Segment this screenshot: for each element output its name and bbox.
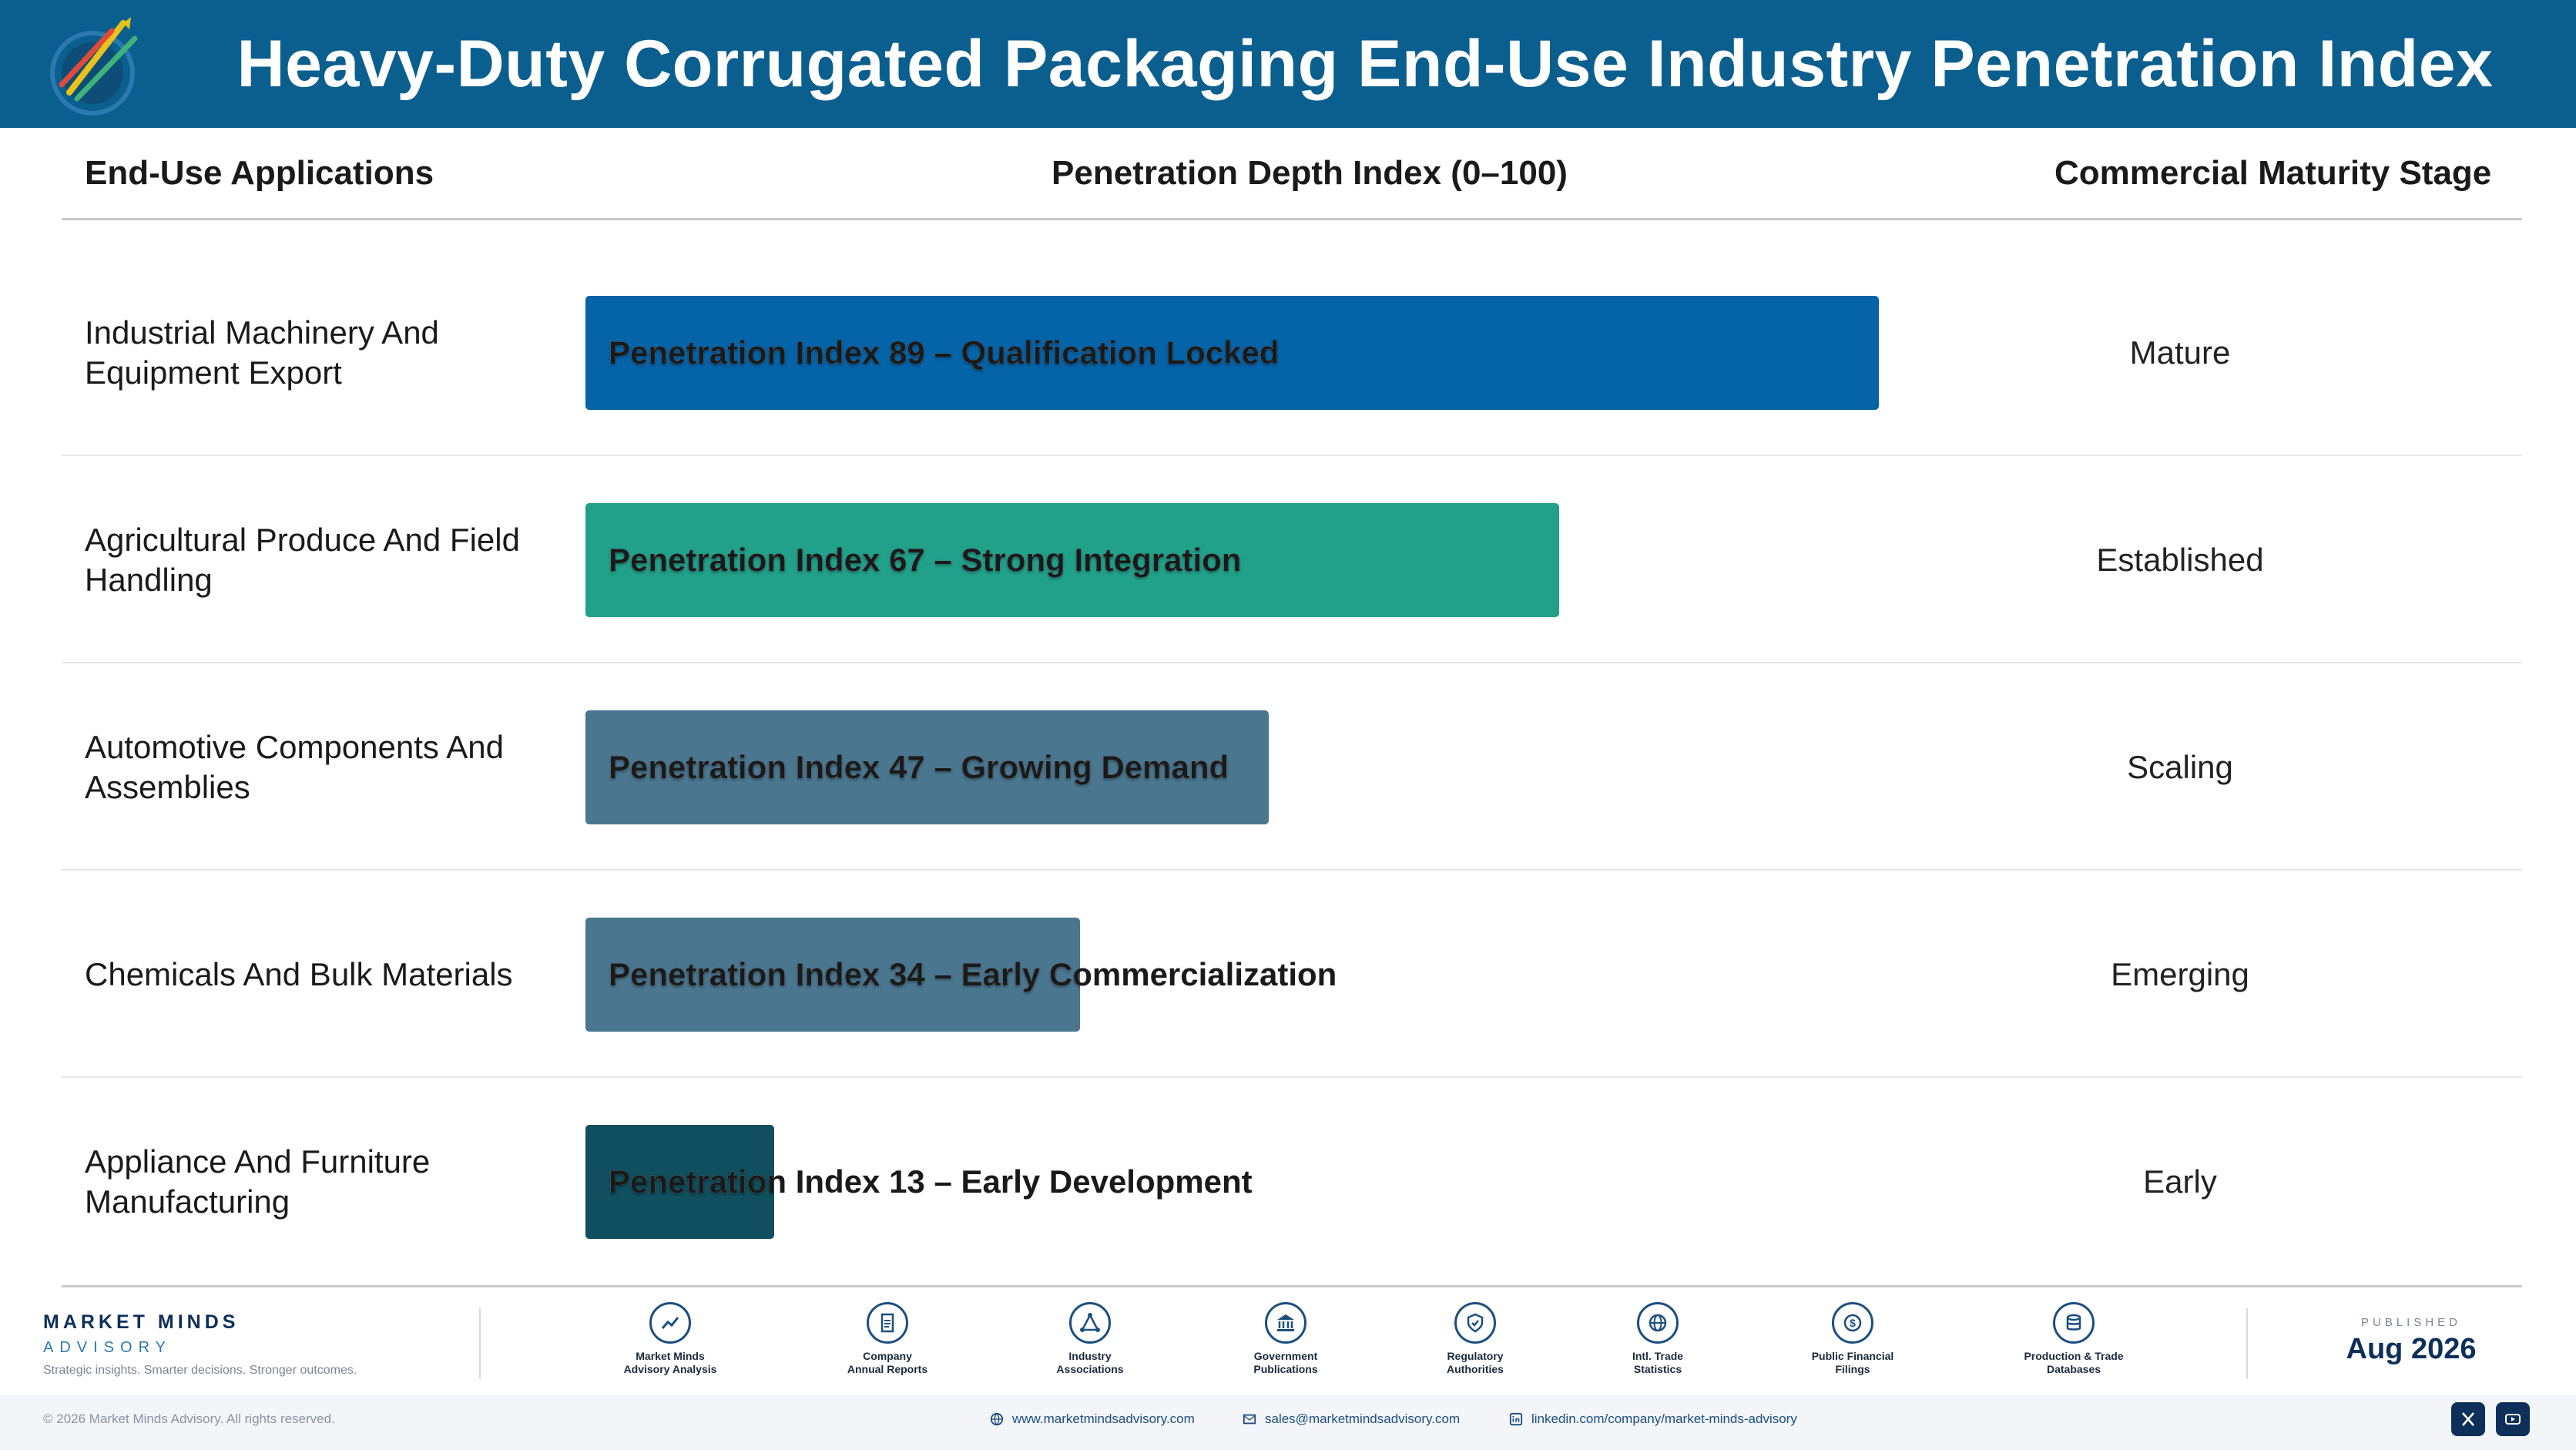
row-divider	[62, 455, 2522, 456]
source-item: Industry Associations	[1013, 1302, 1167, 1376]
globe-icon	[1637, 1302, 1679, 1344]
bar-label-overlay: Penetration Index 47 – Growing Demand	[585, 710, 1269, 824]
bar-label: Penetration Index 89 – Qualification Loc…	[609, 334, 1280, 371]
source-item: Regulatory Authorities	[1398, 1302, 1552, 1376]
chart-row: Chemicals And Bulk Materials Penetration…	[62, 871, 2522, 1078]
source-item: Intl. Trade Statistics	[1581, 1302, 1735, 1376]
stage-label: Early	[2143, 1163, 2217, 1200]
bar: Penetration Index 67 – Strong Integratio…	[585, 502, 1559, 617]
network-icon	[1069, 1302, 1111, 1344]
stage-label: Mature	[2129, 334, 2231, 371]
bar: Penetration Index 13 – Early Development	[585, 1124, 774, 1239]
linkedin-icon	[1508, 1411, 1524, 1427]
mail-icon	[1242, 1411, 1257, 1427]
footer-divider	[479, 1308, 481, 1379]
email-text: sales@marketmindsadvisory.com	[1265, 1411, 1461, 1426]
column-header-applications: End-Use Applications	[85, 154, 434, 192]
column-header-index: Penetration Depth Index (0–100)	[1052, 154, 1568, 192]
bar-label-overlay: Penetration Index 89 – Qualification Loc…	[585, 296, 1879, 410]
bar: Penetration Index 34 – Early Commerciali…	[585, 917, 1080, 1032]
bar-label-overlay: Penetration Index 13 – Early Development	[585, 1125, 774, 1239]
header-banner: Heavy-Duty Corrugated Packaging End-Use …	[0, 0, 2576, 128]
category-label: Appliance And Furniture Manufacturing	[85, 1143, 431, 1220]
row-divider	[62, 662, 2522, 663]
source-item: Government Publications	[1209, 1302, 1363, 1376]
chart-row: Automotive Components And Assemblies Pen…	[62, 663, 2522, 871]
chart-row: Appliance And Furniture Manufacturing Pe…	[62, 1078, 2522, 1285]
brand-subtitle: ADVISORY	[43, 1339, 172, 1356]
government-building-icon	[1265, 1302, 1306, 1344]
dollar-icon: $	[1832, 1302, 1873, 1344]
source-item: $ Public Financial Filings	[1776, 1302, 1930, 1376]
source-item: Market Minds Advisory Analysis	[593, 1302, 747, 1376]
bar-label-overlay-text: Penetration Index 13 – Early Development	[609, 1163, 774, 1200]
stage-label: Emerging	[2111, 955, 2249, 992]
source-label: Regulatory Authorities	[1447, 1350, 1504, 1375]
copyright-text: © 2026 Market Minds Advisory. All rights…	[43, 1411, 335, 1426]
category-label: Automotive Components And Assemblies	[85, 728, 504, 805]
source-label: Industry Associations	[1056, 1350, 1124, 1375]
bar-label-overlay-text: Penetration Index 47 – Growing Demand	[609, 748, 1229, 785]
footer: MARKET MINDS ADVISORY Strategic insights…	[0, 1294, 2576, 1450]
website-link[interactable]: www.marketmindsadvisory.com	[989, 1411, 1195, 1427]
stage-label: Established	[2096, 541, 2264, 578]
linkedin-link[interactable]: linkedin.com/company/market-minds-adviso…	[1508, 1411, 1797, 1427]
column-header-stage: Commercial Maturity Stage	[2054, 154, 2492, 192]
x-social-button[interactable]	[2451, 1402, 2485, 1436]
bar-label-overlay-text: Penetration Index 34 – Early Commerciali…	[609, 955, 1080, 992]
bar: Penetration Index 89 – Qualification Loc…	[585, 295, 1879, 410]
document-icon	[867, 1302, 908, 1344]
bar-label: Penetration Index 34 – Early Commerciali…	[609, 955, 1337, 992]
bar-label: Penetration Index 47 – Growing Demand	[609, 748, 1229, 785]
database-icon	[2053, 1302, 2095, 1344]
published-date: Aug 2026	[2346, 1333, 2477, 1365]
row-divider	[62, 1076, 2522, 1078]
bar-label-overlay-text: Penetration Index 67 – Strong Integratio…	[609, 541, 1242, 578]
brand-name: MARKET MINDS	[43, 1311, 240, 1333]
logo-icon	[50, 17, 138, 116]
svg-text:$: $	[1850, 1317, 1856, 1329]
shield-icon	[1454, 1302, 1496, 1344]
source-label: Intl. Trade Statistics	[1632, 1350, 1684, 1375]
website-text: www.marketmindsadvisory.com	[1012, 1411, 1195, 1426]
brand-tagline: Strategic insights. Smarter decisions. S…	[43, 1364, 357, 1377]
bar-label-overlay: Penetration Index 67 – Strong Integratio…	[585, 503, 1559, 617]
category-label: Chemicals And Bulk Materials	[85, 955, 513, 992]
category-label: Agricultural Produce And Field Handling	[85, 521, 520, 598]
source-label: Production & Trade Databases	[2024, 1350, 2124, 1375]
source-label: Market Minds Advisory Analysis	[623, 1350, 717, 1375]
footer-divider	[2246, 1308, 2248, 1379]
source-label: Company Annual Reports	[847, 1350, 928, 1375]
source-label: Public Financial Filings	[1811, 1350, 1894, 1375]
category-label: Industrial Machinery And Equipment Expor…	[85, 314, 439, 391]
linkedin-text: linkedin.com/company/market-minds-adviso…	[1531, 1411, 1797, 1426]
email-link[interactable]: sales@marketmindsadvisory.com	[1242, 1411, 1460, 1427]
stage-label: Scaling	[2127, 748, 2233, 785]
youtube-icon	[2505, 1414, 2521, 1425]
x-icon	[2462, 1412, 2474, 1426]
chart-line-icon	[649, 1302, 691, 1344]
chart-row: Agricultural Produce And Field Handling …	[62, 456, 2522, 663]
chart-row: Industrial Machinery And Equipment Expor…	[62, 249, 2522, 456]
youtube-social-button[interactable]	[2496, 1402, 2530, 1436]
bar-label: Penetration Index 13 – Early Development	[609, 1163, 1253, 1200]
source-item: Company Annual Reports	[810, 1302, 964, 1376]
bar-label: Penetration Index 67 – Strong Integratio…	[609, 541, 1242, 578]
header-divider	[62, 218, 2522, 220]
row-divider	[62, 869, 2522, 871]
bar: Penetration Index 47 – Growing Demand	[585, 710, 1269, 824]
bar-label-overlay-text: Penetration Index 89 – Qualification Loc…	[609, 334, 1280, 371]
globe-icon	[989, 1411, 1005, 1427]
page-title: Heavy-Duty Corrugated Packaging End-Use …	[236, 27, 2494, 101]
published-label: PUBLISHED	[2360, 1316, 2462, 1329]
source-label: Government Publications	[1253, 1350, 1318, 1375]
chart-bottom-divider	[62, 1285, 2522, 1287]
source-item: Production & Trade Databases	[1997, 1302, 2151, 1376]
bar-label-overlay: Penetration Index 34 – Early Commerciali…	[585, 918, 1080, 1032]
